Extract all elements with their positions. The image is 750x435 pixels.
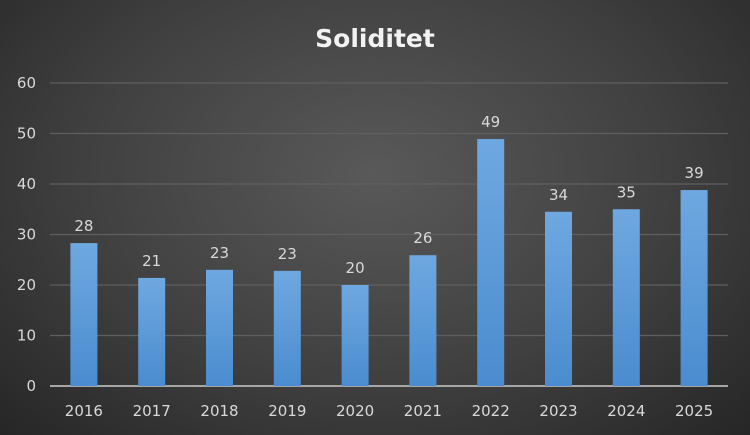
bars [70, 139, 708, 386]
bar-2025 [680, 190, 708, 386]
y-tick-label: 0 [26, 377, 36, 395]
bar-2020 [341, 285, 369, 386]
bar-2024 [612, 209, 640, 386]
bar-2016 [70, 243, 98, 386]
data-label: 49 [481, 113, 500, 131]
x-tick-label: 2025 [675, 402, 713, 420]
data-label: 23 [210, 244, 229, 262]
x-tick-label: 2017 [133, 402, 171, 420]
chart-title: Soliditet [315, 24, 435, 53]
x-tick-label: 2023 [539, 402, 577, 420]
y-axis-ticks: 0 10 20 30 40 50 60 [17, 74, 36, 395]
data-label: 20 [346, 259, 365, 277]
data-label: 21 [142, 252, 161, 270]
bar-2023 [545, 211, 572, 386]
x-tick-label: 2020 [336, 402, 374, 420]
y-tick-label: 50 [17, 125, 36, 143]
bar-2019 [273, 270, 301, 386]
bar-2021 [409, 255, 437, 386]
bar-2017 [138, 277, 166, 386]
data-label: 28 [74, 217, 93, 235]
data-label: 35 [617, 183, 636, 201]
y-tick-label: 10 [17, 327, 36, 345]
x-tick-label: 2024 [607, 402, 645, 420]
x-tick-label: 2021 [404, 402, 442, 420]
y-tick-label: 30 [17, 226, 36, 244]
x-tick-label: 2016 [65, 402, 103, 420]
bar-2018 [206, 269, 233, 386]
data-labels: 28 21 23 23 20 26 49 34 35 39 [74, 113, 703, 277]
data-label: 34 [549, 186, 568, 204]
y-tick-label: 20 [17, 276, 36, 294]
x-axis-ticks: 2016 2017 2018 2019 2020 2021 2022 2023 2024 2025 [65, 402, 713, 420]
data-label: 26 [413, 229, 432, 247]
y-tick-label: 40 [17, 175, 36, 193]
data-label: 23 [278, 245, 297, 263]
y-tick-label: 60 [17, 74, 36, 92]
x-tick-label: 2018 [200, 402, 238, 420]
x-tick-label: 2022 [472, 402, 510, 420]
data-label: 39 [685, 164, 704, 182]
bar-2022 [477, 139, 505, 386]
x-tick-label: 2019 [268, 402, 306, 420]
